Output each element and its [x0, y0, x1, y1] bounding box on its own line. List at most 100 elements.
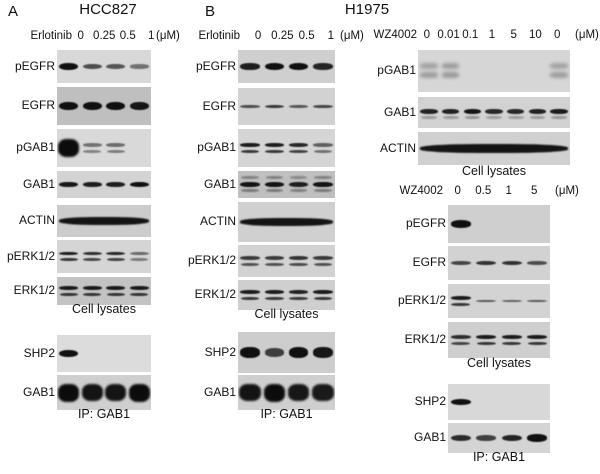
caption-cell-lysates: Cell lysates	[254, 307, 319, 321]
band	[527, 341, 547, 345]
blot-label: EGFR	[202, 98, 236, 113]
band	[313, 296, 333, 300]
band	[314, 189, 332, 192]
blot-image-egfr	[238, 88, 335, 125]
band	[58, 383, 80, 402]
band	[527, 299, 548, 303]
blot-image-erk12	[238, 280, 335, 310]
caption-cell-lysates: Cell lysates	[467, 356, 531, 370]
drug-name-label: Erlotinib	[198, 30, 240, 42]
band	[441, 63, 460, 69]
blot-label: ERK1/2	[404, 332, 446, 346]
dose-unit-label: (μM)	[156, 30, 180, 42]
band	[464, 115, 481, 119]
band	[240, 143, 260, 147]
blot-image-actin	[418, 132, 570, 165]
dose-label: 0	[254, 30, 262, 42]
band	[264, 290, 285, 294]
blot-label: ACTIN	[380, 140, 416, 155]
panel-title-hcc827: HCC827	[79, 1, 137, 18]
band	[129, 64, 149, 69]
band	[501, 434, 522, 442]
blot-label: pERK1/2	[397, 293, 446, 307]
blot-image-erk12	[448, 322, 550, 358]
drug-name-label: WZ4002	[399, 185, 443, 197]
blot-label: SHP2	[414, 394, 446, 408]
band	[507, 109, 525, 114]
band	[263, 383, 286, 402]
band	[288, 182, 309, 187]
band	[420, 144, 568, 153]
caption-cell-lysates: Cell lysates	[72, 302, 136, 316]
band	[106, 251, 126, 256]
band	[313, 262, 333, 266]
band	[312, 384, 334, 401]
band	[265, 189, 284, 192]
band	[486, 115, 502, 119]
dose-label: 10	[529, 29, 542, 41]
caption-cell-lysates: Cell lysates	[462, 164, 526, 178]
band	[240, 104, 260, 109]
blot-label: EGFR	[412, 255, 446, 269]
blot-label: GAB1	[413, 430, 446, 444]
band	[313, 256, 333, 260]
band	[240, 262, 260, 266]
dose-label: 0.01	[437, 29, 460, 41]
blot-image-actin	[238, 202, 335, 242]
blot-image-perk12	[238, 245, 335, 277]
band	[313, 290, 333, 294]
band	[288, 347, 309, 358]
band	[59, 349, 79, 358]
band	[450, 260, 471, 266]
blot-image-gab1	[418, 97, 570, 128]
band	[551, 115, 568, 119]
blot-label: GAB1	[22, 384, 55, 399]
band	[58, 139, 80, 157]
dose-unit-label: (μM)	[575, 29, 599, 41]
band	[265, 175, 284, 179]
band	[59, 181, 79, 188]
band	[240, 347, 260, 358]
band	[240, 296, 260, 300]
dose-label: 0	[77, 30, 84, 42]
panel-label-a: A	[8, 3, 19, 20]
band	[106, 292, 125, 296]
band	[313, 347, 333, 358]
blot-image-egfr	[448, 246, 550, 280]
band	[106, 63, 126, 70]
band	[313, 143, 333, 147]
band	[106, 286, 126, 290]
band	[241, 175, 259, 179]
blot-image-gab1	[448, 423, 550, 453]
band	[129, 251, 149, 256]
dose-label: 0	[423, 29, 431, 41]
blot-image-gab1	[238, 171, 335, 198]
caption-ip-gab1: IP: GAB1	[472, 450, 526, 464]
band	[83, 292, 102, 296]
blot-label: SHP2	[23, 345, 55, 360]
band	[288, 143, 309, 147]
band	[528, 109, 547, 114]
band	[129, 181, 149, 188]
band	[239, 383, 261, 402]
band	[288, 290, 309, 294]
blot-label: pERK1/2	[6, 248, 55, 263]
dose-label: 1	[148, 30, 155, 42]
dose-label: 1	[505, 185, 512, 197]
blot-label: pGAB1	[377, 63, 416, 77]
band	[476, 260, 497, 266]
blot-image-gab1	[238, 375, 335, 410]
blot-label: pEGFR	[14, 58, 55, 73]
band	[289, 296, 308, 300]
caption-ip-gab1: IP: GAB1	[260, 407, 313, 421]
drug-name-label: WZ4002	[373, 29, 417, 41]
blot-label: ACTIN	[19, 213, 55, 227]
band	[550, 63, 568, 69]
band	[527, 335, 548, 339]
caption-ip-gab1: IP: GAB1	[77, 407, 131, 421]
band	[501, 260, 522, 266]
band	[450, 296, 471, 300]
band	[106, 143, 126, 147]
band	[264, 104, 285, 109]
